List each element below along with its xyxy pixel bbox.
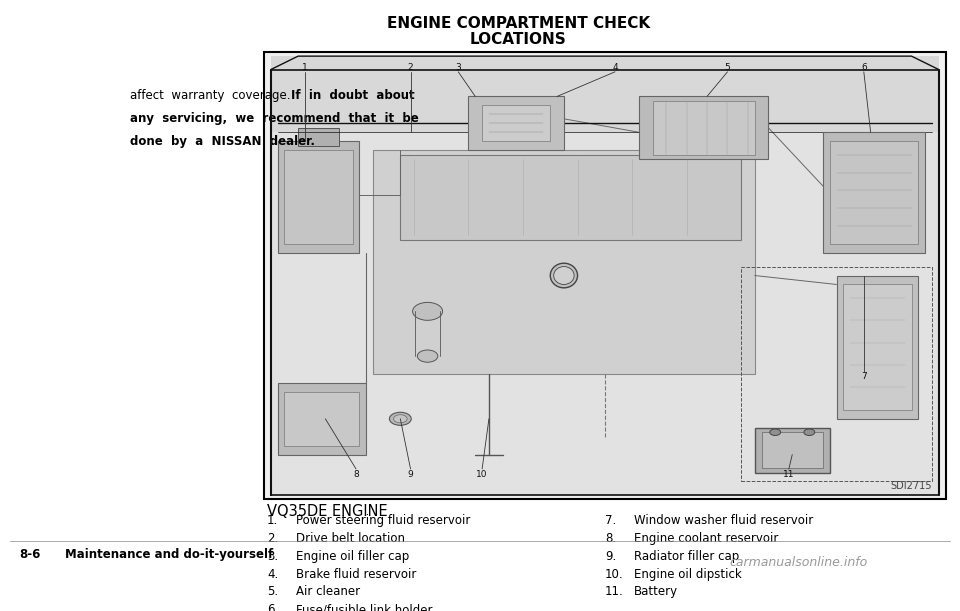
Bar	[277, 383, 367, 455]
Text: 6: 6	[861, 63, 867, 72]
Bar	[755, 428, 829, 472]
Text: 10: 10	[476, 470, 488, 479]
Text: Engine oil filler cap: Engine oil filler cap	[296, 550, 409, 563]
Text: 4: 4	[612, 63, 618, 72]
Text: Power steering fluid reservoir: Power steering fluid reservoir	[296, 514, 470, 527]
Text: 8-6: 8-6	[19, 549, 40, 562]
Text: ENGINE COMPARTMENT CHECK: ENGINE COMPARTMENT CHECK	[387, 16, 650, 31]
Text: 5: 5	[725, 63, 731, 72]
Text: any  servicing,  we  recommend  that  it  be: any servicing, we recommend that it be	[130, 112, 419, 125]
Text: 11.: 11.	[605, 585, 624, 599]
Bar	[843, 285, 912, 410]
Bar	[284, 392, 359, 445]
Text: carmanualsonline.info: carmanualsonline.info	[730, 557, 868, 569]
Bar	[836, 276, 919, 419]
Bar	[639, 97, 768, 159]
Bar	[761, 432, 823, 468]
Bar	[482, 105, 550, 141]
Text: 6.: 6.	[267, 603, 278, 611]
Bar	[373, 150, 755, 374]
Circle shape	[413, 302, 443, 320]
Text: Battery: Battery	[634, 585, 678, 599]
Text: Engine coolant reservoir: Engine coolant reservoir	[634, 532, 778, 545]
Bar	[823, 132, 925, 253]
Text: If  in  doubt  about: If in doubt about	[291, 89, 415, 102]
Bar	[264, 52, 946, 499]
Text: done  by  a  NISSAN  dealer.: done by a NISSAN dealer.	[130, 135, 315, 148]
Text: LOCATIONS: LOCATIONS	[470, 32, 566, 46]
Text: 9: 9	[408, 470, 414, 479]
Text: Brake fluid reservoir: Brake fluid reservoir	[296, 568, 416, 580]
Text: 4.: 4.	[267, 568, 278, 580]
Bar	[271, 56, 939, 132]
Text: 1: 1	[302, 63, 308, 72]
Text: Window washer fluid reservoir: Window washer fluid reservoir	[634, 514, 813, 527]
Text: 3.: 3.	[267, 550, 278, 563]
Circle shape	[418, 350, 438, 362]
Text: 1.: 1.	[267, 514, 278, 527]
Circle shape	[394, 415, 407, 423]
Text: VQ35DE ENGINE: VQ35DE ENGINE	[267, 504, 388, 519]
Bar	[829, 141, 919, 244]
Text: 10.: 10.	[605, 568, 623, 580]
Text: 3: 3	[455, 63, 461, 72]
Circle shape	[804, 429, 815, 436]
Text: 2: 2	[408, 63, 414, 72]
Circle shape	[770, 429, 780, 436]
Bar	[271, 56, 939, 495]
Text: 8: 8	[353, 470, 359, 479]
Text: Fuse/fusible link holder: Fuse/fusible link holder	[296, 603, 432, 611]
Text: 2.: 2.	[267, 532, 278, 545]
Text: 7: 7	[861, 371, 867, 381]
Circle shape	[390, 412, 411, 425]
Text: SDI2715: SDI2715	[891, 481, 932, 491]
Text: 5.: 5.	[267, 585, 278, 599]
Text: 8.: 8.	[605, 532, 616, 545]
Text: 9.: 9.	[605, 550, 616, 563]
Text: affect  warranty  coverage.: affect warranty coverage.	[130, 89, 290, 102]
Text: 7.: 7.	[605, 514, 616, 527]
Ellipse shape	[550, 263, 578, 288]
Bar	[284, 150, 352, 244]
Bar	[653, 101, 755, 155]
Text: 11: 11	[783, 470, 795, 479]
Ellipse shape	[554, 266, 574, 285]
Text: Radiator filler cap: Radiator filler cap	[634, 550, 739, 563]
Bar	[277, 141, 359, 253]
Text: Air cleaner: Air cleaner	[296, 585, 360, 599]
Bar	[468, 97, 564, 150]
Bar	[400, 155, 741, 240]
Text: Drive belt location: Drive belt location	[296, 532, 405, 545]
Text: Maintenance and do-it-yourself: Maintenance and do-it-yourself	[65, 549, 274, 562]
Bar	[298, 128, 339, 145]
Text: Engine oil dipstick: Engine oil dipstick	[634, 568, 741, 580]
